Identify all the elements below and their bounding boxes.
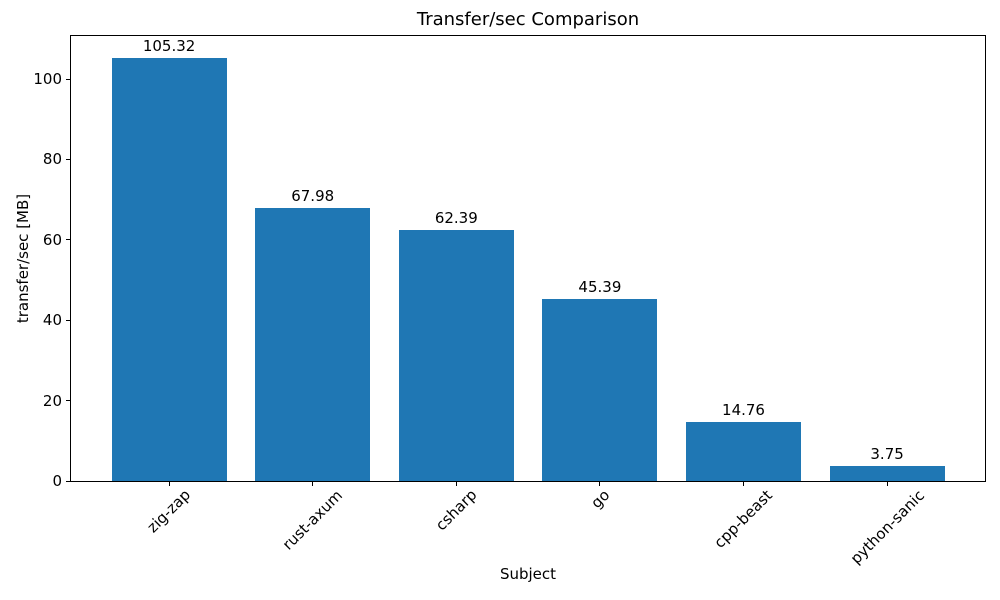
- plot-area: 105.32 67.98 62.39 45.39 14.76 3.75: [70, 35, 986, 482]
- y-tick-mark: [66, 400, 70, 402]
- x-tick-mark: [312, 482, 314, 486]
- x-tick-mark: [455, 482, 457, 486]
- bar-go: [542, 298, 658, 481]
- x-tick-label-csharp: csharp: [432, 485, 481, 535]
- y-tick-label: 20: [42, 391, 62, 410]
- bar-zig-zap: [111, 57, 227, 481]
- bar-value-label: 45.39: [578, 277, 622, 296]
- y-tick-mark: [66, 239, 70, 241]
- x-tick-mark: [743, 482, 744, 486]
- x-tick-label-rust-axum: rust-axum: [279, 485, 347, 554]
- bar-python-sanic: [829, 465, 945, 481]
- bar-csharp: [398, 230, 514, 481]
- y-tick-mark: [66, 319, 70, 321]
- x-tick-label-go: go: [586, 485, 613, 512]
- y-tick-label: 60: [42, 230, 62, 249]
- x-tick-mark: [168, 482, 170, 486]
- bar-value-label: 14.76: [722, 400, 765, 419]
- bar-value-label: 67.98: [291, 186, 335, 205]
- bar-cpp-beast: [686, 421, 801, 481]
- x-axis-label: Subject: [499, 565, 557, 583]
- x-tick-mark: [886, 482, 888, 486]
- y-tick-mark: [66, 78, 70, 80]
- x-tick-label-zig-zap: zig-zap: [143, 485, 195, 537]
- bar-value-label: 105.32: [142, 36, 196, 55]
- bar-value-label: 3.75: [870, 444, 904, 463]
- bar-rust-axum: [255, 207, 371, 481]
- chart-title: Transfer/sec Comparison: [416, 9, 640, 30]
- x-tick-label-python-sanic: python-sanic: [846, 485, 928, 568]
- y-tick-label: 80: [42, 150, 62, 169]
- y-tick-label: 40: [42, 311, 62, 330]
- y-axis-label: transfer/sec [MB]: [14, 193, 33, 323]
- x-tick-mark: [599, 482, 601, 486]
- y-tick-mark: [66, 158, 70, 160]
- y-tick-label: 100: [33, 70, 62, 88]
- y-tick-label: 0: [52, 472, 62, 490]
- bar-value-label: 62.39: [434, 209, 478, 228]
- y-tick-mark: [66, 480, 70, 482]
- x-tick-label-cpp-beast: cpp-beast: [710, 485, 777, 552]
